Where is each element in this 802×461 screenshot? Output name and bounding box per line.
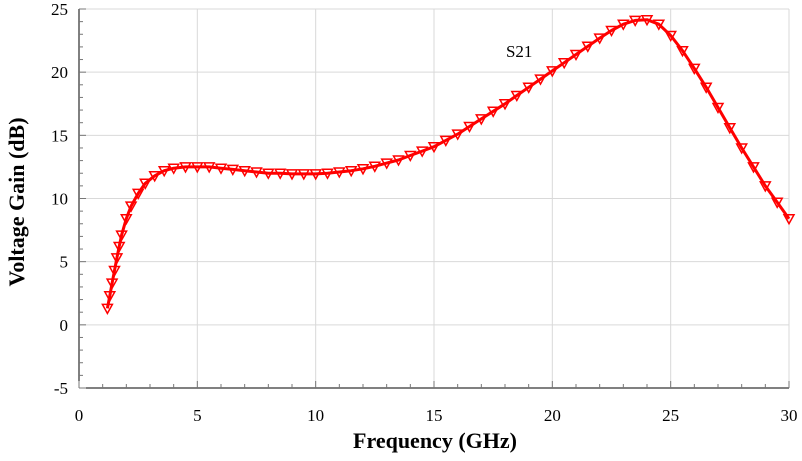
data-point-marker [676,45,689,58]
data-point-marker [179,162,192,174]
data-point-marker [770,197,784,209]
data-point-marker [105,278,119,290]
data-point-marker [593,33,606,45]
data-point-marker [735,143,748,155]
data-point-marker [238,165,251,178]
data-point-marker [534,74,547,86]
data-point-marker [617,19,630,31]
data-point-marker [226,164,240,176]
data-point-marker [368,161,382,173]
data-point-marker [475,114,488,126]
y-axis-title: Voltage Gain (dB) [4,117,29,286]
grid [78,8,790,389]
data-point-marker [747,162,760,174]
data-point-marker [148,171,161,183]
data-point-marker [427,141,441,154]
data-point-marker [581,41,595,53]
data-point-marker [262,168,275,180]
data-point-marker [688,63,701,75]
data-point-marker [439,135,453,147]
labels-group: 0 5 10 15 20 25 30 -5 0 5 10 15 20 25 S21 [51,0,798,425]
data-point-marker [557,57,571,70]
data-point-marker [108,265,121,278]
data-point-marker [101,303,114,315]
x-tick-label: 15 [426,406,443,425]
data-point-marker [723,123,737,135]
data-point-marker [711,102,725,115]
data-point-marker [115,230,128,242]
data-point-marker [112,241,126,254]
series-group [105,18,791,309]
data-point-marker [333,167,346,179]
data-point-marker [404,150,417,163]
data-point-marker [273,168,287,180]
y-tick-label: 5 [60,253,69,272]
data-point-marker [131,188,145,200]
data-point-marker [546,66,559,78]
x-tick-label: 10 [307,406,324,425]
data-point-marker [157,165,171,178]
data-point-marker [640,14,654,27]
data-point-marker [120,213,133,226]
data-point-marker [451,129,464,141]
data-point-marker [214,163,228,175]
data-point-marker [356,164,370,176]
y-tick-label: 25 [51,0,68,19]
data-point-marker [415,146,429,158]
y-tick-label: -5 [54,379,68,398]
data-point-marker [297,169,311,181]
data-point-marker [664,30,677,43]
data-point-marker [344,165,358,178]
data-point-marker [463,121,476,134]
y-tick-label: 20 [51,63,68,82]
x-tick-label: 30 [781,406,798,425]
x-tick-label: 0 [75,406,84,425]
x-tick-label: 5 [193,406,202,425]
data-point-marker [569,49,583,62]
data-point-marker [103,291,117,303]
data-point-marker [110,253,124,265]
x-axis-title: Frequency (GHz) [353,428,517,453]
data-point-marker [782,213,796,226]
ticks [78,8,790,389]
data-point-marker [498,99,512,111]
data-point-marker [191,162,204,174]
data-point-marker [510,90,524,103]
data-point-marker [380,158,393,170]
data-point-marker [285,169,299,181]
data-point-marker [652,19,666,31]
y-tick-label: 10 [51,190,68,209]
data-point-marker [167,163,180,175]
data-point-marker [628,15,642,27]
data-point-marker [321,168,334,180]
y-tick-label: 15 [51,126,68,145]
markers-group [101,14,796,315]
x-tick-label: 20 [544,406,561,425]
data-point-marker [202,162,216,174]
data-point-marker [486,106,500,118]
data-point-marker [139,178,152,190]
data-point-marker [759,181,772,193]
data-point-marker [699,82,713,94]
y-tick-label: 0 [60,316,69,335]
data-point-marker [124,201,138,213]
data-point-marker [250,167,263,179]
s21-line [105,18,791,309]
data-point-marker [522,82,535,94]
x-tick-label: 25 [662,406,679,425]
series-annotation-s21: S21 [506,42,532,61]
data-point-marker [309,169,322,181]
data-point-marker [605,25,618,38]
data-point-marker [392,155,405,167]
